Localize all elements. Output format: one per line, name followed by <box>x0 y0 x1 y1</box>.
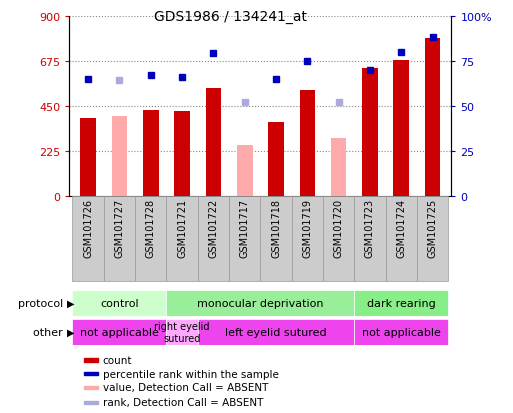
Bar <box>300 90 315 196</box>
Bar <box>323 196 354 281</box>
Text: ▶: ▶ <box>67 327 74 337</box>
Text: rank, Detection Call = ABSENT: rank, Detection Call = ABSENT <box>103 397 263 407</box>
Bar <box>166 196 198 281</box>
Text: value, Detection Call = ABSENT: value, Detection Call = ABSENT <box>103 382 268 392</box>
Bar <box>84 386 98 389</box>
Text: GSM101720: GSM101720 <box>333 199 344 258</box>
Bar <box>84 372 98 375</box>
Bar <box>72 319 166 345</box>
Bar <box>237 145 252 196</box>
Text: GSM101726: GSM101726 <box>83 199 93 258</box>
Text: GSM101721: GSM101721 <box>177 199 187 258</box>
Bar <box>174 112 190 196</box>
Text: GSM101725: GSM101725 <box>428 199 438 258</box>
Bar <box>166 290 354 316</box>
Bar <box>425 38 441 196</box>
Bar <box>104 196 135 281</box>
Bar <box>386 196 417 281</box>
Text: other: other <box>33 327 67 337</box>
Bar <box>72 196 104 281</box>
Text: GSM101728: GSM101728 <box>146 199 156 258</box>
Bar <box>111 116 127 196</box>
Bar <box>362 69 378 196</box>
Text: control: control <box>100 298 139 308</box>
Text: dark rearing: dark rearing <box>367 298 436 308</box>
Bar <box>292 196 323 281</box>
Text: monocular deprivation: monocular deprivation <box>197 298 324 308</box>
Text: GSM101727: GSM101727 <box>114 199 124 258</box>
Bar <box>229 196 261 281</box>
Bar <box>72 290 166 316</box>
Bar <box>143 110 159 196</box>
Bar <box>331 138 346 196</box>
Bar <box>84 401 98 404</box>
Text: GSM101722: GSM101722 <box>208 199 219 258</box>
Text: not applicable: not applicable <box>80 327 159 337</box>
Bar <box>166 319 198 345</box>
Bar <box>417 196 448 281</box>
Bar <box>84 358 98 362</box>
Text: GSM101724: GSM101724 <box>397 199 406 258</box>
Text: right eyelid
sutured: right eyelid sutured <box>154 321 210 343</box>
Text: protocol: protocol <box>18 298 67 308</box>
Bar <box>354 290 448 316</box>
Text: ▶: ▶ <box>67 298 74 308</box>
Text: not applicable: not applicable <box>362 327 441 337</box>
Text: left eyelid sutured: left eyelid sutured <box>225 327 327 337</box>
Bar <box>198 196 229 281</box>
Bar <box>261 196 292 281</box>
Bar <box>198 319 354 345</box>
Text: GSM101719: GSM101719 <box>302 199 312 258</box>
Bar <box>80 118 96 196</box>
Bar <box>393 60 409 196</box>
Text: GDS1986 / 134241_at: GDS1986 / 134241_at <box>154 10 307 24</box>
Bar <box>135 196 166 281</box>
Bar <box>354 196 386 281</box>
Text: GSM101718: GSM101718 <box>271 199 281 258</box>
Text: count: count <box>103 355 132 365</box>
Text: GSM101723: GSM101723 <box>365 199 375 258</box>
Bar <box>268 122 284 196</box>
Text: percentile rank within the sample: percentile rank within the sample <box>103 369 279 379</box>
Bar <box>354 319 448 345</box>
Text: GSM101717: GSM101717 <box>240 199 250 258</box>
Bar <box>206 88 221 196</box>
